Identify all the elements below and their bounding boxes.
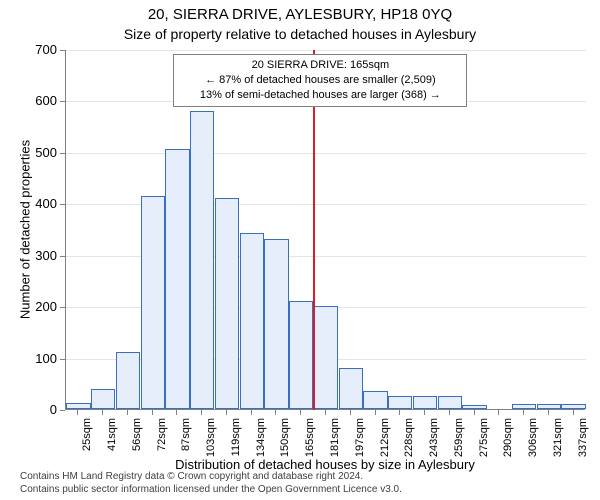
footer: Contains HM Land Registry data © Crown c…: [20, 470, 402, 496]
chart-container: 20, SIERRA DRIVE, AYLESBURY, HP18 0YQ Si…: [0, 0, 600, 500]
y-tick-mark: [60, 307, 65, 308]
x-tick-mark: [350, 410, 351, 415]
gridline: [66, 50, 586, 51]
histogram-bar: [165, 149, 189, 409]
y-tick-mark: [60, 50, 65, 51]
x-tick-mark: [251, 410, 252, 415]
y-tick-label: 700: [7, 42, 57, 57]
histogram-bar: [91, 389, 115, 409]
x-tick-mark: [375, 410, 376, 415]
histogram-bar: [314, 306, 338, 409]
x-tick-mark: [152, 410, 153, 415]
histogram-bar: [388, 396, 412, 409]
x-tick-mark: [127, 410, 128, 415]
histogram-bar: [264, 239, 288, 409]
histogram-bar: [512, 404, 536, 409]
histogram-bar: [240, 233, 264, 409]
x-tick-mark: [523, 410, 524, 415]
x-tick-mark: [77, 410, 78, 415]
annotation-line: 13% of semi-detached houses are larger (…: [180, 88, 460, 103]
x-tick-mark: [102, 410, 103, 415]
x-tick-mark: [226, 410, 227, 415]
y-tick-mark: [60, 256, 65, 257]
footer-line2: Contains public sector information licen…: [20, 483, 402, 496]
x-tick-mark: [399, 410, 400, 415]
histogram-bar: [438, 396, 462, 409]
x-tick-mark: [424, 410, 425, 415]
x-tick-mark: [498, 410, 499, 415]
annotation-line: 20 SIERRA DRIVE: 165sqm: [180, 58, 460, 73]
footer-line1: Contains HM Land Registry data © Crown c…: [20, 470, 402, 483]
y-tick-mark: [60, 359, 65, 360]
histogram-bar: [215, 198, 239, 409]
x-tick-mark: [201, 410, 202, 415]
histogram-bar: [116, 352, 140, 409]
x-tick-mark: [573, 410, 574, 415]
y-axis-label: Number of detached properties: [18, 130, 33, 330]
histogram-bar: [190, 111, 214, 409]
y-tick-label: 100: [7, 351, 57, 366]
annotation-line: ← 87% of detached houses are smaller (2,…: [180, 73, 460, 88]
x-tick-mark: [275, 410, 276, 415]
x-tick-mark: [300, 410, 301, 415]
plot-region: 20 SIERRA DRIVE: 165sqm← 87% of detached…: [65, 50, 585, 410]
y-tick-mark: [60, 204, 65, 205]
y-tick-mark: [60, 153, 65, 154]
histogram-bar: [413, 396, 437, 409]
y-tick-mark: [60, 410, 65, 411]
chart-area: 20 SIERRA DRIVE: 165sqm← 87% of detached…: [65, 50, 585, 410]
gridline: [66, 153, 586, 154]
histogram-bar: [339, 368, 363, 409]
chart-title-line1: 20, SIERRA DRIVE, AYLESBURY, HP18 0YQ: [0, 6, 600, 23]
y-tick-mark: [60, 101, 65, 102]
y-tick-label: 0: [7, 402, 57, 417]
y-tick-label: 600: [7, 93, 57, 108]
chart-title-line2: Size of property relative to detached ho…: [0, 26, 600, 42]
annotation-box: 20 SIERRA DRIVE: 165sqm← 87% of detached…: [173, 54, 467, 107]
x-tick-mark: [449, 410, 450, 415]
histogram-bar: [561, 404, 585, 409]
x-tick-mark: [548, 410, 549, 415]
histogram-bar: [537, 404, 561, 409]
histogram-bar: [66, 403, 90, 409]
x-tick-mark: [325, 410, 326, 415]
histogram-bar: [289, 301, 313, 409]
x-tick-mark: [474, 410, 475, 415]
x-tick-mark: [176, 410, 177, 415]
histogram-bar: [462, 405, 486, 409]
histogram-bar: [141, 196, 165, 409]
histogram-bar: [363, 391, 387, 409]
